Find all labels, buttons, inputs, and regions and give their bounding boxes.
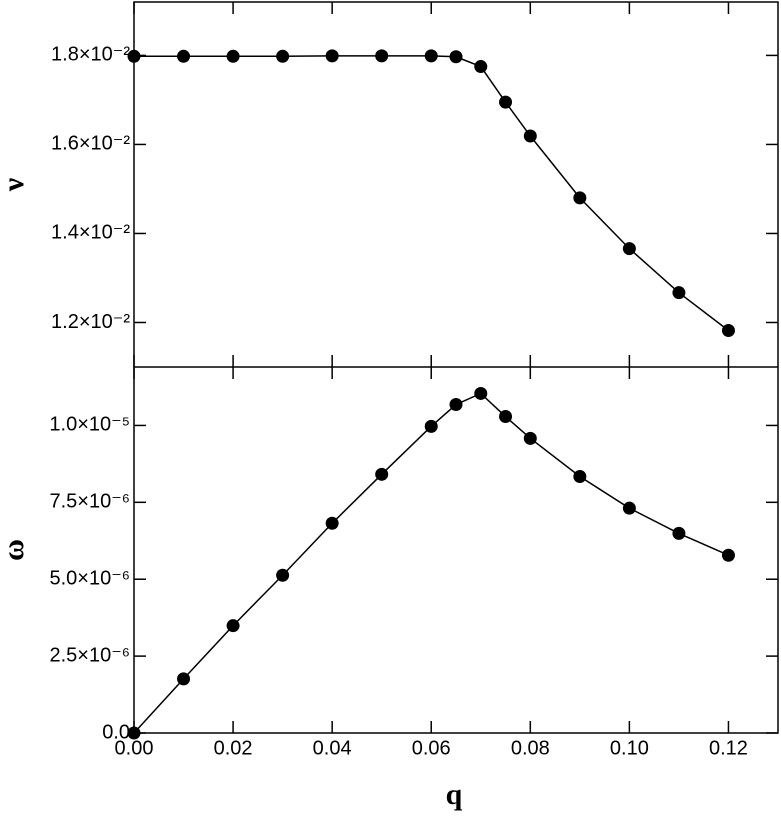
y-tick-label: 7.5×10⁻⁶ (49, 491, 130, 513)
y-tick-label: 5.0×10⁻⁶ (49, 567, 130, 589)
x-tick-label: 0.10 (610, 737, 649, 759)
y-tick-label: 0.0 (102, 721, 130, 743)
y-tick-label: 2.5×10⁻⁶ (49, 644, 130, 666)
x-tick-label: 0.04 (313, 737, 352, 759)
data-point (226, 619, 240, 633)
y-tick-label: 1.0×10⁻⁵ (49, 414, 130, 436)
data-point (474, 386, 488, 400)
data-line (134, 55, 729, 332)
x-axis-label: q (446, 778, 463, 811)
y-axis-label: ν (0, 177, 30, 192)
data-point (622, 242, 636, 256)
x-tick-label: 0.12 (709, 737, 748, 759)
data-point (449, 50, 463, 64)
data-point (424, 49, 438, 63)
y-axis-label: ω (0, 539, 30, 561)
y-tick-label: 1.6×10⁻² (51, 133, 130, 155)
data-point (499, 95, 513, 109)
data-point (177, 672, 191, 686)
y-tick-label: 1.2×10⁻² (51, 311, 130, 333)
data-point (523, 431, 537, 445)
x-tick-label: 0.06 (412, 737, 451, 759)
data-point (474, 60, 488, 74)
data-point (449, 398, 463, 412)
data-point (573, 469, 587, 483)
data-point (127, 726, 141, 740)
data-point (721, 548, 735, 562)
data-point (375, 467, 389, 481)
x-tick-label: 0.00 (115, 737, 154, 759)
data-point (622, 501, 636, 515)
data-point (523, 129, 537, 143)
data-point (127, 49, 141, 63)
data-point (375, 49, 389, 63)
data-line (133, 392, 729, 734)
data-point (499, 410, 513, 424)
data-point (325, 516, 339, 530)
data-point (721, 324, 735, 337)
y-tick-label: 1.4×10⁻² (51, 222, 130, 244)
data-point (672, 526, 686, 540)
x-tick-label: 0.02 (214, 737, 253, 759)
y-tick-label: 1.8×10⁻² (51, 44, 130, 66)
x-tick-label: 0.08 (511, 737, 550, 759)
data-point (325, 49, 339, 63)
data-point (424, 419, 438, 433)
data-point (276, 49, 290, 63)
data-point (573, 191, 587, 205)
data-point (672, 286, 686, 300)
data-point (276, 568, 290, 582)
data-point (177, 49, 191, 63)
data-point (226, 49, 240, 63)
